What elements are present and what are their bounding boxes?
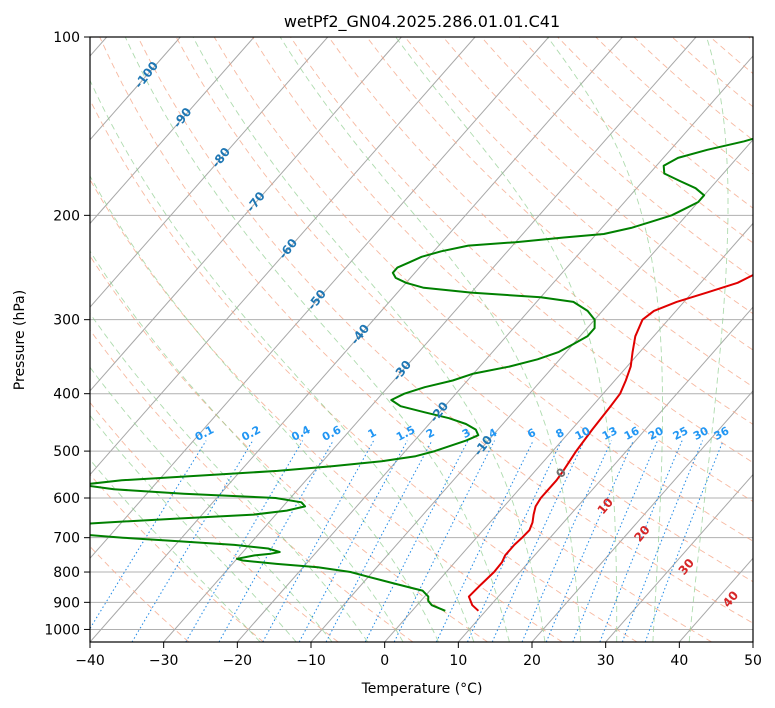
chart-title: wetPf2_GN04.2025.286.01.01.C41: [284, 12, 560, 32]
moist-adiabat: [124, 37, 510, 642]
plot-background: [90, 37, 753, 642]
y-tick-label: 1000: [44, 622, 80, 638]
x-tick-label: 50: [744, 653, 762, 669]
dry-adiabat: [175, 37, 753, 583]
dry-adiabat: [213, 37, 753, 542]
isotherm-gridline: [90, 37, 550, 560]
y-tick-label: 300: [53, 313, 80, 329]
mixing-ratio-line: [90, 440, 207, 630]
isotherm-gridline: [163, 37, 697, 642]
dry-adiabat: [90, 545, 190, 642]
y-tick-label: 400: [53, 387, 80, 403]
dry-adiabat: [90, 178, 563, 642]
moist-adiabat: [192, 37, 546, 642]
y-tick-label: 200: [53, 208, 80, 224]
dry-adiabat: [99, 37, 712, 642]
y-axis: 1000 900 800 700 600 500 400 300 200 100: [44, 30, 90, 638]
x-tick-label: −30: [149, 653, 179, 669]
x-tick-label: 0: [380, 653, 389, 669]
grid-layer: [90, 37, 753, 642]
isotherm-gridline: [605, 473, 753, 642]
isotherm-gridline: [90, 37, 181, 141]
dry-adiabat: [252, 37, 753, 503]
plot-frame: [89, 36, 754, 643]
temperature-profile-line: [467, 273, 753, 612]
mixing-ratio-line: [545, 440, 634, 642]
x-axis-title: Temperature (°C): [361, 681, 483, 697]
x-axis: −40 −30 −20 −10 0 10 20 30 40 50: [75, 642, 762, 669]
x-tick-label: −10: [296, 653, 326, 669]
dry-adiabat: [137, 37, 753, 624]
isotherm-gridline: [457, 306, 753, 642]
mixing-ratio-line: [131, 440, 254, 642]
mixing-ratio-label: 25: [671, 424, 691, 443]
x-tick-label: −20: [223, 653, 253, 669]
y-tick-label: 800: [53, 565, 80, 581]
isotherm-gridline: [752, 641, 753, 642]
isotherm-gridline: [90, 37, 329, 308]
y-tick-label: 700: [53, 531, 80, 547]
y-tick-label: 500: [53, 444, 80, 460]
isotherm-gridline: [236, 55, 753, 642]
mixing-ratio-line: [218, 440, 334, 642]
mixing-ratio-label: 13: [600, 424, 620, 443]
x-tick-label: 20: [523, 653, 541, 669]
mixing-ratio-line: [298, 440, 408, 642]
series-layer: [90, 137, 753, 612]
mixing-ratio-line: [521, 440, 612, 642]
y-tick-label: 600: [53, 491, 80, 507]
dry-adiabat: [328, 37, 753, 425]
mixing-ratio-line: [393, 440, 495, 642]
moist-adiabat: [90, 79, 475, 642]
y-tick-label: 900: [53, 595, 80, 611]
isotherm-gridline: [90, 37, 255, 225]
dry-adiabat: [90, 98, 638, 642]
isotherm-gridline: [531, 390, 753, 642]
dry-adiabat: [90, 329, 414, 642]
mixing-ratio-label: 10: [573, 424, 593, 443]
mixing-ratio-line: [185, 440, 304, 642]
mixing-ratio-label: 20: [646, 424, 666, 443]
mixing-ratio-label: 30: [691, 424, 711, 443]
moist-adiabat: [90, 414, 297, 642]
mixing-ratio-line: [262, 440, 375, 642]
mixing-ratio-layer: [90, 440, 724, 642]
y-tick-label: 100: [53, 30, 80, 46]
mixing-ratio-line: [572, 440, 659, 642]
mixing-ratio-line: [491, 440, 585, 642]
moist-adiabat: [688, 37, 729, 642]
dry-adiabat: [90, 401, 339, 642]
moist-adiabat: [279, 37, 582, 642]
x-tick-label: 30: [597, 653, 615, 669]
x-tick-label: 40: [670, 653, 688, 669]
x-tick-label: 10: [449, 653, 467, 669]
dry-adiabat: [366, 37, 753, 388]
isotherm-gridline: [90, 37, 476, 476]
dewpoint-profile-line: [90, 137, 753, 612]
y-axis-title: Pressure (hPa): [12, 290, 28, 390]
mixing-ratio-label: 16: [622, 424, 642, 443]
moist-adiabat: [90, 459, 261, 642]
moist-adiabat: [90, 250, 404, 642]
mixing-ratio-label: 36: [712, 424, 732, 443]
x-tick-label: −40: [75, 653, 105, 669]
isotherm-gridline: [384, 222, 753, 642]
moist-adiabat: [547, 37, 663, 642]
moist-adiabat: [90, 175, 439, 642]
dry-adiabat: [290, 37, 753, 464]
isotherm-gridline: [90, 37, 402, 392]
